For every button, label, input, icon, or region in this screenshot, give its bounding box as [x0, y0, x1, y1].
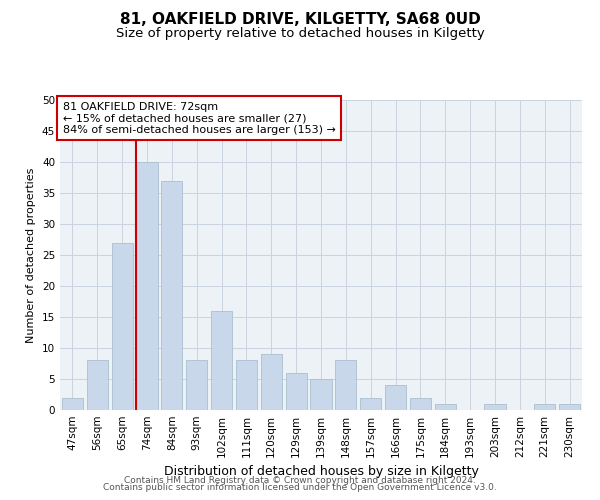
- Bar: [360, 398, 381, 410]
- Bar: [136, 162, 158, 410]
- Bar: [559, 404, 580, 410]
- Bar: [410, 398, 431, 410]
- Bar: [87, 360, 108, 410]
- Bar: [310, 379, 332, 410]
- Bar: [435, 404, 456, 410]
- Text: Contains HM Land Registry data © Crown copyright and database right 2024.: Contains HM Land Registry data © Crown c…: [124, 476, 476, 485]
- Bar: [534, 404, 555, 410]
- Bar: [261, 354, 282, 410]
- Y-axis label: Number of detached properties: Number of detached properties: [26, 168, 37, 342]
- Bar: [186, 360, 207, 410]
- X-axis label: Distribution of detached houses by size in Kilgetty: Distribution of detached houses by size …: [164, 466, 478, 478]
- Bar: [62, 398, 83, 410]
- Bar: [236, 360, 257, 410]
- Bar: [161, 180, 182, 410]
- Bar: [211, 311, 232, 410]
- Text: 81 OAKFIELD DRIVE: 72sqm
← 15% of detached houses are smaller (27)
84% of semi-d: 81 OAKFIELD DRIVE: 72sqm ← 15% of detach…: [62, 102, 335, 134]
- Bar: [335, 360, 356, 410]
- Bar: [484, 404, 506, 410]
- Text: Size of property relative to detached houses in Kilgetty: Size of property relative to detached ho…: [116, 28, 484, 40]
- Bar: [286, 373, 307, 410]
- Bar: [112, 242, 133, 410]
- Text: 81, OAKFIELD DRIVE, KILGETTY, SA68 0UD: 81, OAKFIELD DRIVE, KILGETTY, SA68 0UD: [119, 12, 481, 28]
- Text: Contains public sector information licensed under the Open Government Licence v3: Contains public sector information licen…: [103, 484, 497, 492]
- Bar: [385, 385, 406, 410]
